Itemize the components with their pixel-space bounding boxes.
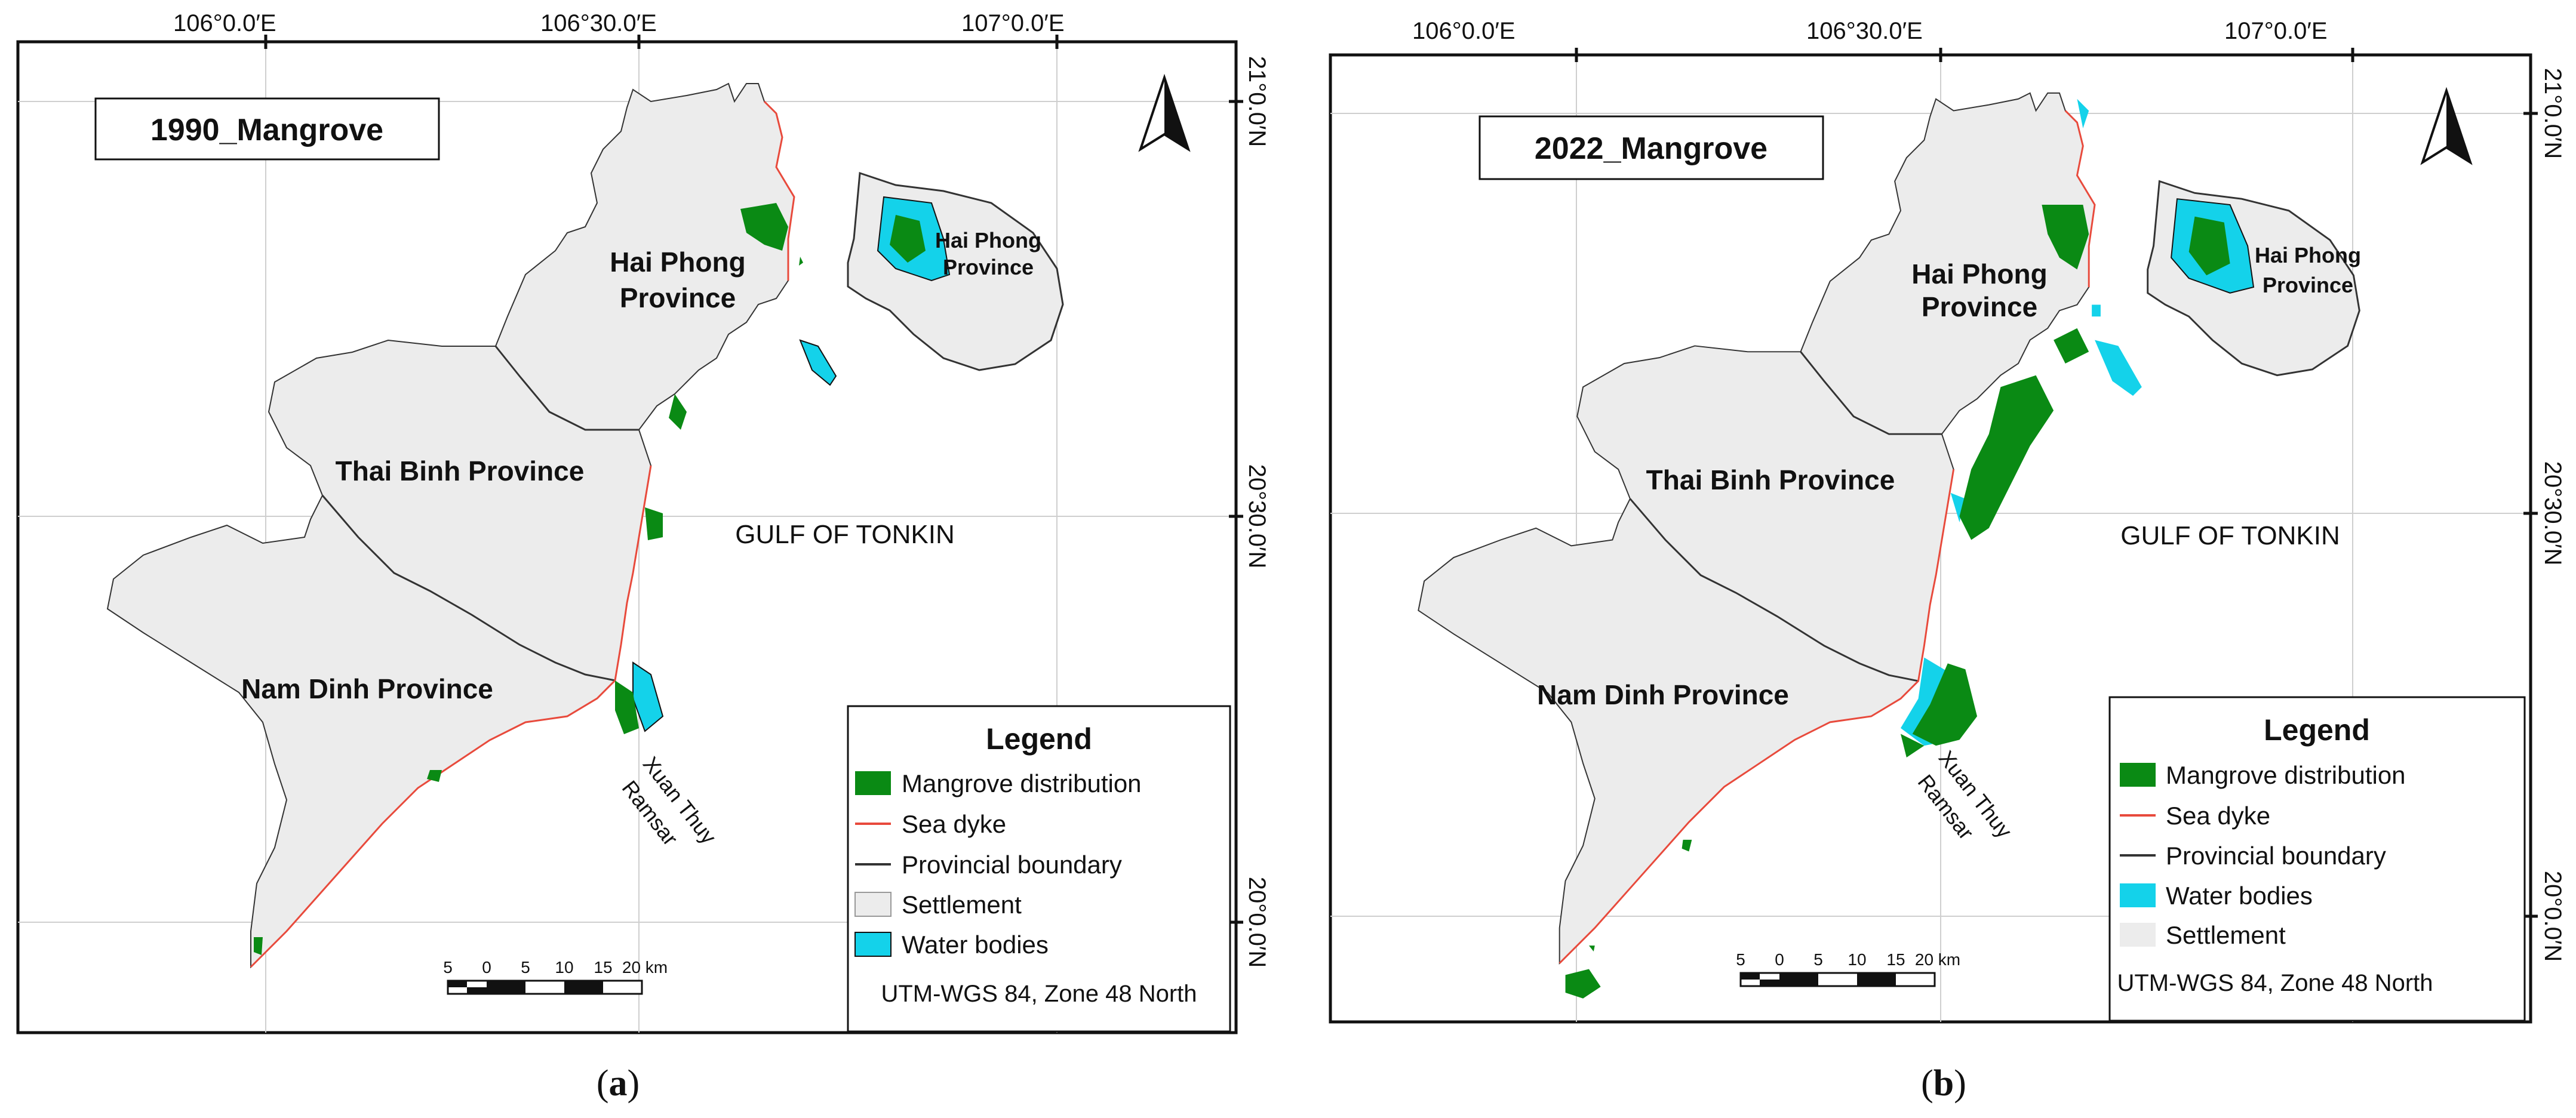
- lat-tick-label: 20°0.0′N: [2540, 871, 2566, 962]
- scale-label: 5: [1736, 950, 1745, 969]
- lat-tick-label: 21°0.0′N: [2540, 68, 2566, 159]
- projection-text: UTM-WGS 84, Zone 48 North: [881, 981, 1197, 1007]
- panel-b: 106°0.0′E 106°30.0′E 107°0.0′E 21°0.0′N …: [1329, 18, 2566, 1104]
- scale-label: 20 km: [622, 958, 668, 977]
- legend-swatch-mangrove: [2120, 763, 2156, 787]
- lat-tick-label: 20°30.0′N: [2540, 461, 2566, 566]
- legend-label-water: Water bodies: [2166, 882, 2313, 910]
- legend-title: Legend: [986, 722, 1092, 756]
- map-title-box: [94, 97, 440, 161]
- map-title: 2022_Mangrove: [1535, 131, 1767, 166]
- scale-label: 0: [482, 958, 491, 977]
- scale-bar: 5 0 5 10 15 20 km: [443, 958, 668, 995]
- scale-label: 5: [521, 958, 530, 977]
- legend-title: Legend: [2264, 713, 2370, 747]
- panel-label: (a): [597, 1063, 640, 1104]
- scale-label: 5: [1813, 950, 1823, 969]
- legend: Legend Mangrove distribution Sea dyke Pr…: [2108, 696, 2526, 1022]
- panel-label: (b): [1921, 1063, 1966, 1104]
- province-label-thai-binh: Thai Binh Province: [336, 455, 585, 486]
- lon-tick-label: 106°0.0′E: [173, 10, 276, 36]
- scale-bar: 5 0 5 10 15 20 km: [1736, 950, 1960, 987]
- legend-box: [847, 705, 1231, 1033]
- province-label-hai-phong-island: Province: [943, 255, 1034, 279]
- map-title: 1990_Mangrove: [150, 113, 383, 147]
- lat-tick-label: 20°0.0′N: [1244, 877, 1270, 968]
- lon-tick-label: 107°0.0′E: [961, 10, 1065, 36]
- province-label-thai-binh: Thai Binh Province: [1646, 464, 1895, 495]
- legend-swatch-mangrove: [855, 771, 891, 795]
- province-label-hai-phong-island: Hai Phong: [2255, 243, 2361, 267]
- legend-label-mangrove: Mangrove distribution: [2166, 761, 2406, 789]
- province-label-nam-dinh: Nam Dinh Province: [241, 673, 493, 704]
- province-label-hai-phong-island: Hai Phong: [935, 228, 1041, 252]
- scale-label: 10: [555, 958, 573, 977]
- map-title-box: [1478, 115, 1824, 180]
- scale-label: 20 km: [1915, 950, 1960, 969]
- legend-box: [2108, 696, 2526, 1022]
- legend-swatch-settlement: [2120, 923, 2156, 947]
- legend-swatch-settlement: [854, 892, 892, 917]
- scale-label: 5: [443, 958, 453, 977]
- gulf-label: GULF OF TONKIN: [735, 520, 955, 549]
- lon-tick-label: 106°30.0′E: [540, 10, 657, 36]
- scale-label: 15: [1886, 950, 1905, 969]
- province-label-hai-phong: Hai Phong: [1911, 258, 2047, 289]
- lon-tick-label: 107°0.0′E: [2224, 18, 2328, 44]
- map-layers: [106, 82, 1064, 968]
- frame-ticks: [1575, 48, 2538, 918]
- province-label-hai-phong: Hai Phong: [610, 247, 745, 278]
- legend-label-settlement: Settlement: [2166, 921, 2286, 949]
- legend-label-water: Water bodies: [902, 931, 1049, 959]
- legend-label-boundary: Provincial boundary: [902, 851, 1122, 879]
- scale-label: 0: [1775, 950, 1784, 969]
- lon-tick-label: 106°30.0′E: [1806, 18, 1923, 44]
- province-label-hai-phong: Province: [1922, 291, 2037, 322]
- legend: Legend Mangrove distribution Sea dyke Pr…: [847, 705, 1231, 1033]
- projection-text: UTM-WGS 84, Zone 48 North: [2117, 970, 2433, 996]
- mangrove-patches: [254, 203, 926, 955]
- legend-label-sea-dyke: Sea dyke: [2166, 802, 2270, 830]
- frame-ticks: [264, 35, 1243, 924]
- legend-label-settlement: Settlement: [902, 891, 1022, 919]
- legend-label-boundary: Provincial boundary: [2166, 842, 2386, 870]
- scale-label: 15: [594, 958, 612, 977]
- province-label-nam-dinh: Nam Dinh Province: [1537, 679, 1789, 710]
- scale-label: 10: [1848, 950, 1866, 969]
- gulf-label: GULF OF TONKIN: [2120, 521, 2340, 550]
- lon-tick-label: 106°0.0′E: [1412, 18, 1516, 44]
- mangrove-patches: [1565, 205, 2230, 999]
- panel-a: 106°0.0′E 106°30.0′E 107°0.0′E 21°0.0′N …: [16, 10, 1270, 1104]
- legend-swatch-water: [854, 932, 892, 957]
- legend-swatch-water: [2120, 883, 2156, 907]
- province-label-hai-phong: Province: [620, 282, 736, 313]
- province-label-hai-phong-island: Province: [2263, 273, 2353, 297]
- map-layers: [1417, 92, 2360, 999]
- lat-tick-label: 21°0.0′N: [1244, 56, 1270, 147]
- lat-tick-label: 20°30.0′N: [1244, 464, 1270, 569]
- legend-label-mangrove: Mangrove distribution: [902, 769, 1142, 797]
- legend-label-sea-dyke: Sea dyke: [902, 810, 1006, 838]
